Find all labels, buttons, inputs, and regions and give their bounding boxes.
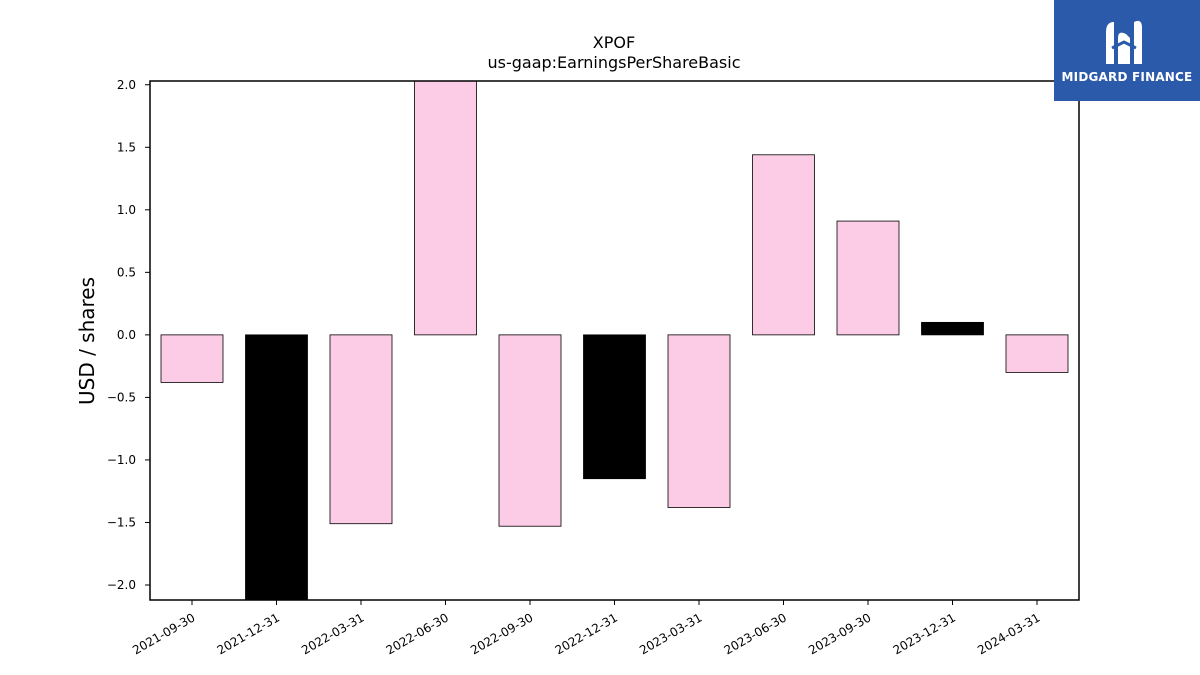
y-tick-label: 0.5 [117,265,136,279]
x-tick-label: 2022-09-30 [468,610,535,657]
bar-2023-06-30 [752,154,815,336]
y-axis-label: USD / shares [75,277,99,405]
bar-2021-09-30 [160,334,224,383]
y-tick-label: −0.5 [107,390,136,404]
x-tick-label: 2022-12-31 [553,610,620,657]
x-ticks-group: 2021-09-30 2021-12-31 2022-03-31 2022-06-30… [130,600,1043,657]
x-tick-label: 2021-12-31 [215,610,282,657]
y-tick-label: 1.0 [117,203,136,217]
bar-2022-03-31 [329,334,393,525]
bar-2022-06-30 [414,81,477,336]
bar-2021-12-31 [245,334,308,600]
x-tick-label: 2023-06-30 [722,610,789,657]
chart-title: XPOF [593,33,635,52]
y-tick-label: 1.5 [117,140,136,154]
x-tick-label: 2022-03-31 [299,610,366,657]
bar-2024-03-31 [1005,334,1069,373]
logo-text: MIDGARD FINANCE [1061,70,1193,84]
x-tick-label: 2022-06-30 [384,610,451,657]
bars-group [160,81,1069,600]
y-tick-label: −1.5 [107,515,136,529]
x-tick-label: 2023-12-31 [891,610,958,657]
chart-subtitle: us-gaap:EarningsPerShareBasic [487,53,740,72]
bar-2023-09-30 [836,220,900,336]
y-tick-label: 2.0 [117,78,136,92]
midgard-logo-icon [1106,20,1142,64]
y-tick-label: −1.0 [107,453,136,467]
bar-2022-12-31 [583,334,646,480]
y-ticks-group: 2.0 1.5 1.0 0.5 0.0 −0.5 −1.0 −1.5 −2.0 [107,78,150,592]
y-tick-label: 0.0 [117,328,136,342]
brand-logo: MIDGARD FINANCE [1054,0,1200,101]
plot-frame [149,80,1080,601]
x-tick-label: 2024-03-31 [975,610,1042,657]
x-tick-label: 2023-03-31 [637,610,704,657]
y-tick-label: −2.0 [107,578,136,592]
x-tick-label: 2021-09-30 [130,610,197,657]
x-tick-label: 2023-09-30 [806,610,873,657]
bar-2023-03-31 [667,334,731,508]
bar-2023-12-31 [921,321,984,336]
bar-2022-09-30 [498,334,562,527]
